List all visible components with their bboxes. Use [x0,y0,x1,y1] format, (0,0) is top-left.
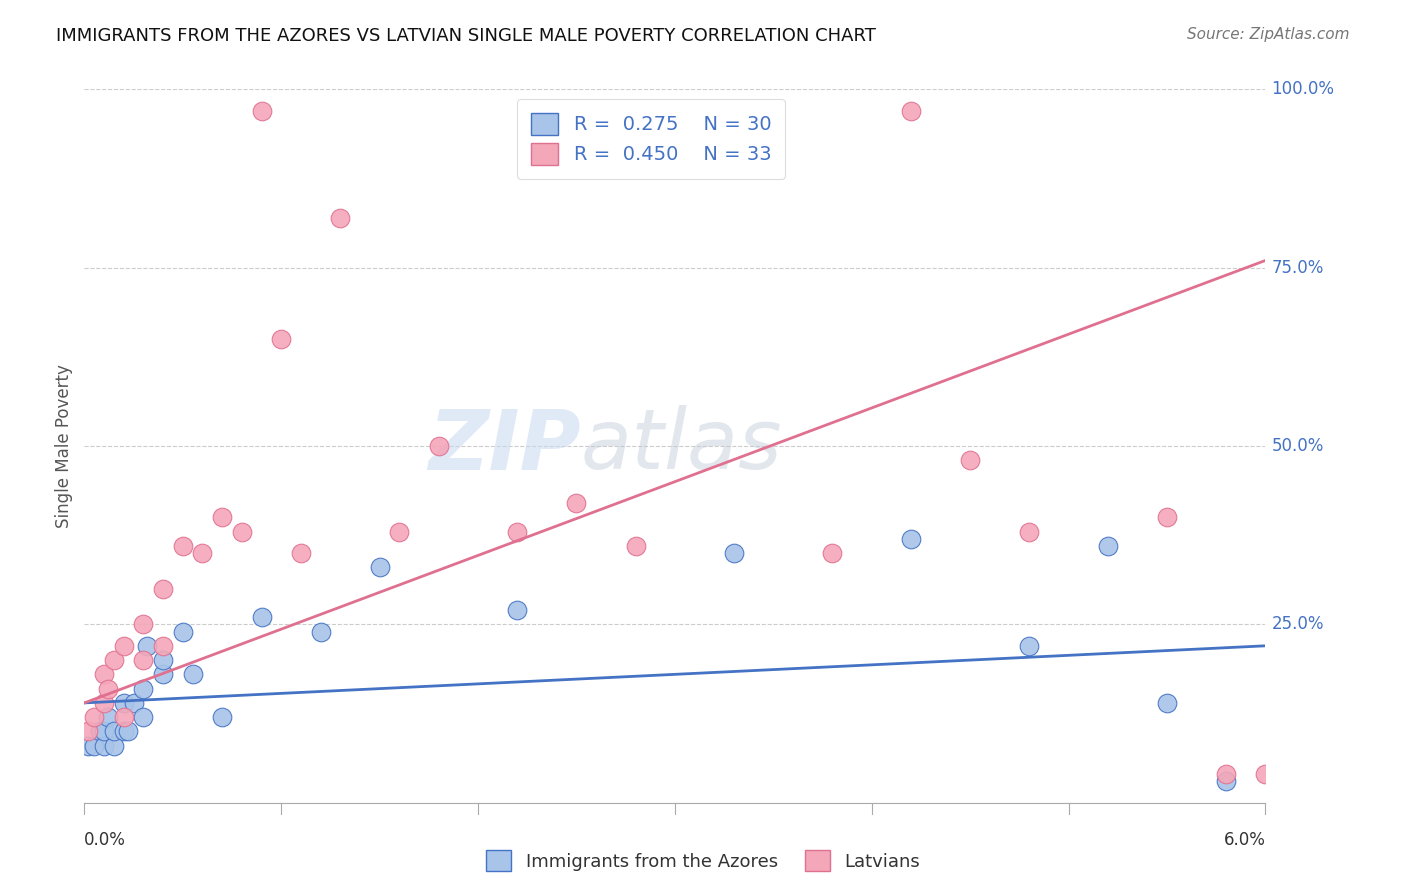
Point [664,103,686,118]
Y-axis label: Single Male Poverty: Single Male Poverty [55,364,73,528]
Point [624,539,647,553]
Point [93,667,115,681]
Text: 100.0%: 100.0% [1271,80,1334,98]
Point [132,617,155,632]
Point [93,696,115,710]
Point [93,739,115,753]
Point [152,653,174,667]
Point [172,624,194,639]
Point [231,524,253,539]
Point [821,546,844,560]
Text: 25.0%: 25.0% [1271,615,1324,633]
Point [270,332,292,346]
Point [152,582,174,596]
Point [565,496,588,510]
Point [427,439,450,453]
Point [290,546,312,560]
Point [136,639,159,653]
Point [1215,774,1237,789]
Point [211,710,233,724]
Point [112,639,135,653]
Point [368,560,391,574]
Point [117,724,139,739]
Point [329,211,352,225]
Point [132,653,155,667]
Point [309,624,332,639]
Point [77,739,100,753]
Text: 50.0%: 50.0% [1271,437,1323,455]
Point [103,739,125,753]
Point [959,453,981,467]
Point [89,724,111,739]
Text: 6.0%: 6.0% [1223,831,1265,849]
Point [1018,639,1040,653]
Point [112,724,135,739]
Point [172,539,194,553]
Point [1156,510,1178,524]
Point [506,603,529,617]
Text: Source: ZipAtlas.com: Source: ZipAtlas.com [1187,27,1350,42]
Point [1254,767,1277,781]
Point [97,681,120,696]
Point [132,681,155,696]
Point [211,510,233,524]
Point [250,103,273,118]
Point [181,667,204,681]
Point [900,532,922,546]
Point [506,524,529,539]
Text: 0.0%: 0.0% [84,831,127,849]
Point [112,710,135,724]
Point [152,667,174,681]
Point [1215,767,1237,781]
Point [388,524,411,539]
Point [132,710,155,724]
Point [191,546,214,560]
Text: 75.0%: 75.0% [1271,259,1323,277]
Point [1097,539,1119,553]
Point [77,724,100,739]
Text: ZIP: ZIP [427,406,581,486]
Point [723,546,745,560]
Point [1156,696,1178,710]
Text: atlas: atlas [581,406,782,486]
Legend: R =  0.275    N = 30, R =  0.450    N = 33: R = 0.275 N = 30, R = 0.450 N = 33 [517,99,785,178]
Legend: Immigrants from the Azores, Latvians: Immigrants from the Azores, Latvians [478,843,928,879]
Point [900,103,922,118]
Point [93,724,115,739]
Point [250,610,273,624]
Point [97,710,120,724]
Point [122,696,145,710]
Point [83,739,105,753]
Point [152,639,174,653]
Point [103,653,125,667]
Text: IMMIGRANTS FROM THE AZORES VS LATVIAN SINGLE MALE POVERTY CORRELATION CHART: IMMIGRANTS FROM THE AZORES VS LATVIAN SI… [56,27,876,45]
Point [83,710,105,724]
Point [112,696,135,710]
Point [103,724,125,739]
Point [1018,524,1040,539]
